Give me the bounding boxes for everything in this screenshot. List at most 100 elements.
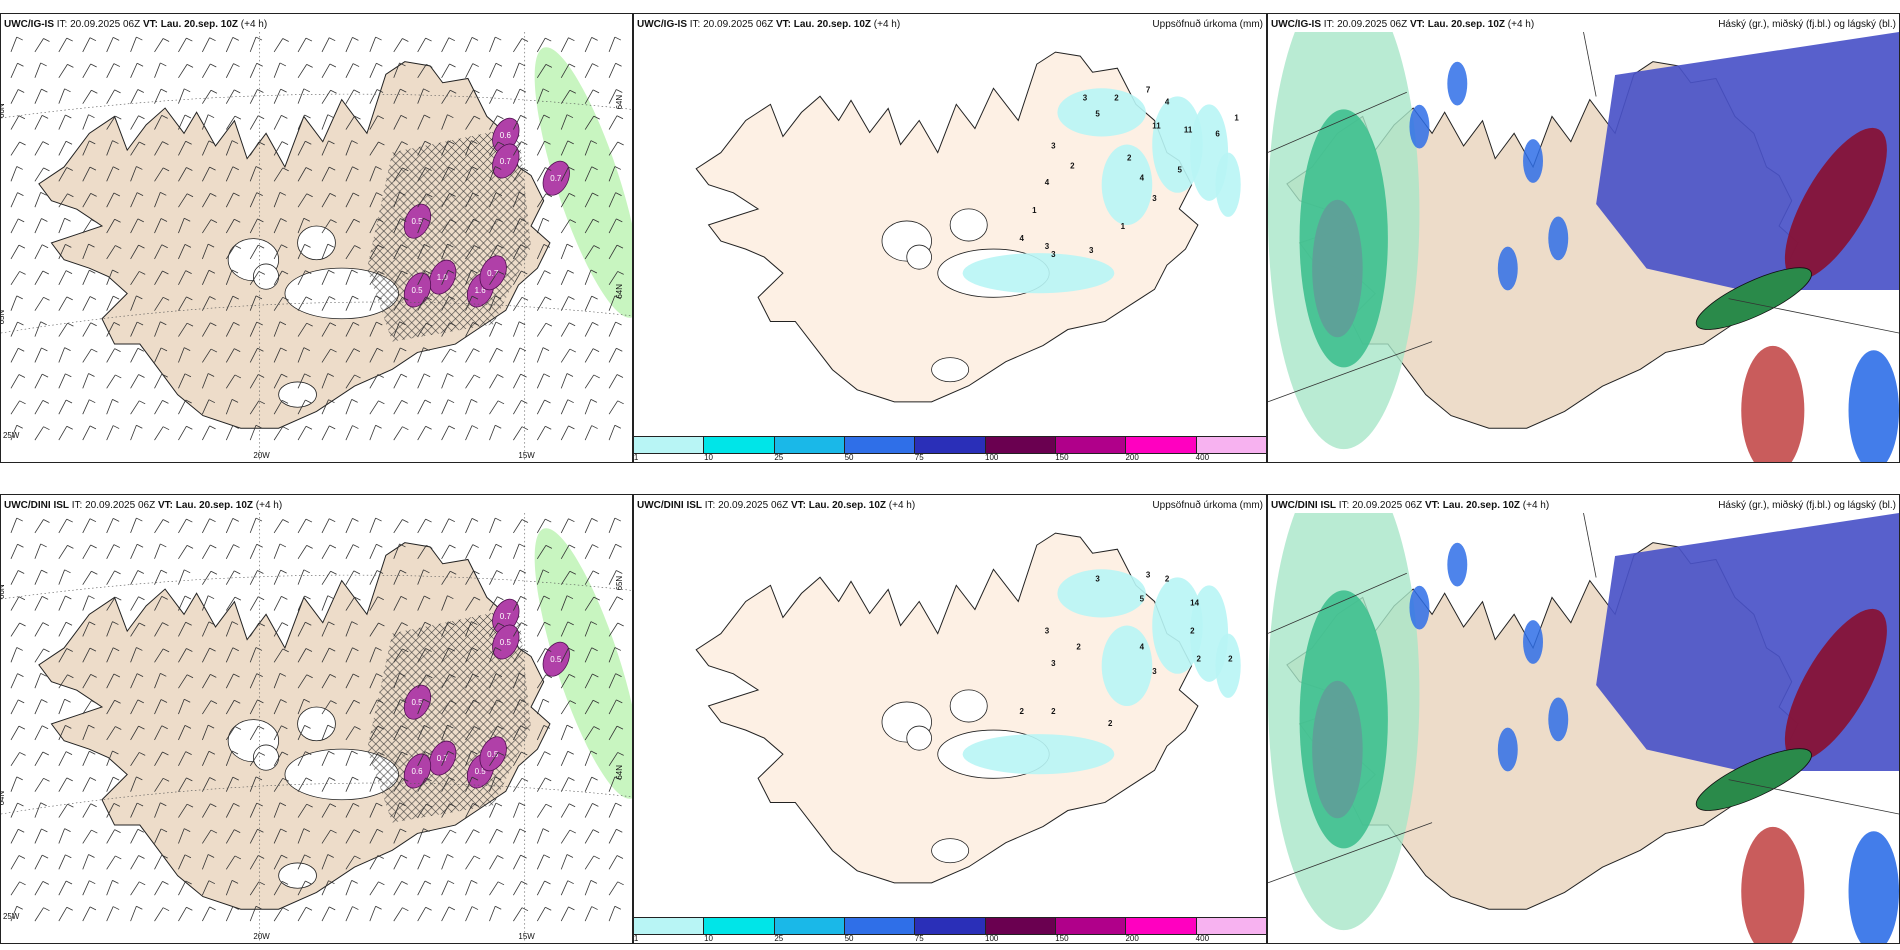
wind-barb-flag	[304, 595, 311, 600]
wind-barb-flag	[593, 596, 600, 601]
wind-barb-flag	[521, 400, 528, 404]
wind-barb	[608, 244, 618, 260]
wind-barb-flag	[353, 829, 361, 833]
lon-label: 15W	[518, 451, 535, 460]
precip-value: 2	[1020, 707, 1025, 716]
wind-barb-flag	[544, 880, 551, 885]
wind-barb	[106, 63, 115, 78]
wind-barb	[513, 751, 522, 767]
wind-barb-flag	[448, 647, 455, 652]
map-area[interactable]	[1268, 513, 1899, 943]
low-cloud-red	[1784, 608, 1887, 762]
wind-barb	[178, 595, 186, 611]
wind-barb	[560, 37, 569, 53]
wind-barb	[513, 596, 521, 611]
wind-barb	[273, 192, 281, 208]
wind-barb	[106, 89, 115, 104]
wind-barb	[513, 854, 521, 870]
map-area[interactable]: 3 2 7 4 5 11 11 6 1 3 2 2 4 4 3 5 1 4 3 3 3 1	[634, 32, 1266, 434]
wind-barb	[202, 166, 210, 182]
wind-barb	[106, 425, 114, 441]
it-label: IT:	[56, 19, 68, 30]
wind-barb-flag	[161, 595, 168, 600]
wind-barb	[536, 854, 545, 870]
wind-barb	[536, 674, 547, 689]
wind-barb	[82, 425, 91, 441]
wind-barb-flag	[521, 751, 528, 756]
wind-barb	[273, 426, 284, 441]
map-area[interactable]	[1268, 32, 1899, 462]
wind-barb	[369, 425, 376, 441]
wind-barb-flag	[207, 243, 215, 248]
wind-barb	[154, 622, 163, 637]
wind-barb-flag	[354, 726, 361, 730]
wind-barb	[154, 244, 163, 260]
wind-barb-flag	[352, 673, 360, 678]
wind-barb	[417, 699, 424, 715]
wind-barb	[249, 647, 257, 663]
wind-barb	[273, 297, 284, 311]
wind-barb-flag	[569, 219, 577, 224]
wind-barb-flag	[209, 425, 216, 430]
wind-barb	[130, 425, 137, 441]
wind-barb	[584, 166, 593, 182]
wind-barb-flag	[593, 374, 600, 379]
wind-barb-flag	[617, 141, 624, 146]
wind-barb-flag	[42, 141, 49, 145]
map-area[interactable]: 0.7 0.5 0.5 0.5 0.7 0.5 0.6 0.5 20W 15W 25W 66N 65N 6…	[1, 513, 632, 943]
wind-barb	[489, 321, 497, 337]
icing-blob	[429, 259, 457, 295]
wind-barb	[154, 828, 162, 844]
wind-barb-flag	[114, 89, 121, 94]
wind-barb-flag	[233, 322, 240, 326]
wind-barb-flag	[88, 724, 95, 729]
wind-barb-flag	[41, 699, 48, 703]
wind-barb-flag	[184, 725, 192, 729]
wind-barb-flag	[186, 425, 193, 430]
wind-barb-flag	[352, 544, 360, 548]
wind-barb-flag	[231, 880, 239, 884]
wind-barb-flag	[160, 543, 167, 548]
wind-barb-flag	[136, 905, 143, 910]
wind-barb	[393, 218, 401, 234]
wind-barb	[82, 166, 91, 182]
wind-barb	[202, 571, 212, 585]
wind-barb-flag	[282, 907, 289, 912]
boundary	[1728, 779, 1899, 815]
wind-barb	[225, 374, 236, 389]
precip-value: 4	[1020, 234, 1025, 243]
wind-barb-flag	[615, 673, 622, 677]
wind-barb-flag	[449, 193, 456, 197]
wind-barb	[417, 725, 425, 741]
wind-barb	[345, 621, 353, 637]
wind-barb	[369, 622, 379, 637]
wind-barb	[106, 296, 114, 311]
wind-barb	[82, 906, 91, 922]
wind-barb	[34, 881, 44, 896]
precip-value: 14	[1190, 598, 1199, 607]
wind-barb	[369, 115, 379, 130]
wind-barb-flag	[568, 777, 575, 781]
colorbar-tick: 100	[985, 934, 999, 943]
wind-barb	[536, 37, 546, 53]
wind-barb-flag	[402, 777, 409, 782]
wind-barb-flag	[519, 347, 527, 352]
wind-barb-flag	[43, 777, 50, 782]
wind-barb	[10, 425, 18, 441]
wind-barb-flag	[473, 115, 481, 120]
wind-barb	[130, 36, 137, 53]
wind-barb-flag	[378, 271, 385, 275]
wind-barb	[178, 699, 185, 715]
wind-barb	[249, 141, 260, 156]
wind-barb-flag	[615, 321, 622, 326]
map-area[interactable]: 0.6 0.7 0.5 0.7 1.0 1.6 0.5 0.7 20W 15W 25W 66N 64N 6…	[1, 32, 632, 462]
wind-barb	[560, 193, 570, 208]
wind-barb	[345, 425, 353, 441]
wind-barb	[465, 829, 474, 844]
wind-barb-flag	[210, 348, 218, 353]
wind-barb	[560, 854, 568, 870]
map-area[interactable]: 3 3 2 5 14 3 3 2 2 4 3 2 2 2 2 2	[634, 513, 1266, 915]
wind-barb-flag	[568, 296, 575, 300]
wind-barb	[154, 751, 163, 767]
wind-barb	[106, 777, 114, 792]
